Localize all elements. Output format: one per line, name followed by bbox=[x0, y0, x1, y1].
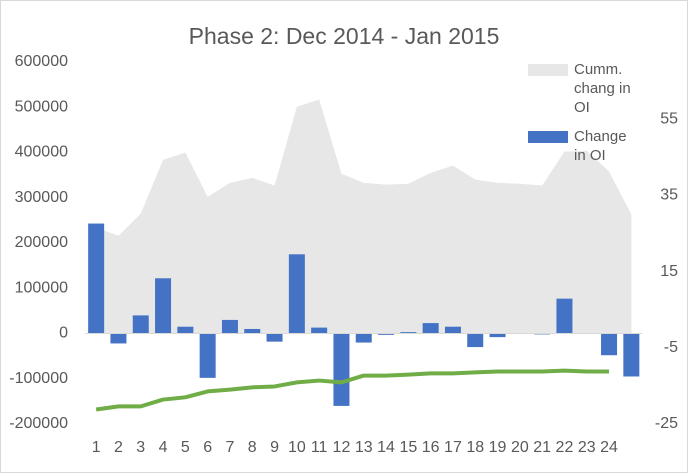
x-tick-label: 16 bbox=[422, 439, 440, 456]
bar bbox=[155, 278, 172, 334]
bar bbox=[355, 333, 372, 343]
bar bbox=[132, 315, 149, 334]
y2-tick-label: -25 bbox=[655, 415, 678, 432]
y2-tick-label: 55 bbox=[660, 110, 678, 127]
x-tick-label: 19 bbox=[489, 439, 507, 456]
y-tick-label: 500000 bbox=[15, 98, 68, 115]
x-tick-label: 13 bbox=[355, 439, 373, 456]
y-tick-label: 100000 bbox=[15, 279, 68, 296]
x-tick-label: 22 bbox=[556, 439, 574, 456]
bar bbox=[88, 223, 105, 334]
x-tick-label: 20 bbox=[511, 439, 529, 456]
y-tick-label: 300000 bbox=[15, 189, 68, 206]
bar bbox=[311, 327, 328, 334]
bar bbox=[601, 333, 618, 356]
chart-title: Phase 2: Dec 2014 - Jan 2015 bbox=[189, 23, 500, 49]
bar bbox=[333, 333, 350, 406]
legend-swatch bbox=[528, 131, 568, 143]
area bbox=[96, 99, 632, 334]
x-tick-label: 7 bbox=[225, 439, 234, 456]
x-tick-label: 15 bbox=[399, 439, 417, 456]
y-tick-label: -100000 bbox=[9, 370, 68, 387]
legend-swatch bbox=[528, 64, 568, 76]
bar bbox=[422, 323, 439, 334]
bar bbox=[378, 333, 395, 335]
bar bbox=[288, 254, 305, 334]
bar bbox=[444, 326, 461, 334]
bar bbox=[199, 333, 216, 378]
line bbox=[95, 368, 610, 412]
legend: Cumm. chang in OI Change in OI bbox=[528, 60, 640, 175]
x-tick-label: 14 bbox=[377, 439, 395, 456]
y-tick-label: 600000 bbox=[15, 53, 68, 70]
legend-label: Change in OI bbox=[574, 128, 627, 164]
y-tick-label: -200000 bbox=[9, 415, 68, 432]
y2-tick-label: 15 bbox=[660, 263, 678, 280]
legend-label: Cumm. chang in OI bbox=[574, 61, 631, 116]
x-tick-label: 17 bbox=[444, 439, 462, 456]
bar bbox=[177, 326, 194, 334]
bar bbox=[221, 319, 238, 334]
x-tick-label: 3 bbox=[136, 439, 145, 456]
legend-item: Change in OI bbox=[528, 127, 640, 165]
bar bbox=[467, 333, 484, 348]
x-tick-label: 2 bbox=[114, 439, 123, 456]
x-tick-label: 8 bbox=[248, 439, 257, 456]
x-tick-label: 23 bbox=[578, 439, 596, 456]
bar bbox=[556, 298, 573, 334]
x-tick-label: 24 bbox=[600, 439, 618, 456]
bar bbox=[400, 332, 417, 334]
legend-item: Cumm. chang in OI bbox=[528, 60, 640, 117]
x-tick-label: 12 bbox=[333, 439, 351, 456]
x-tick-label: 5 bbox=[181, 439, 190, 456]
bar bbox=[110, 333, 127, 344]
x-tick-label: 9 bbox=[270, 439, 279, 456]
x-tick-label: 1 bbox=[92, 439, 101, 456]
bar bbox=[489, 333, 506, 338]
y2-tick-label: -5 bbox=[664, 339, 678, 356]
x-tick-label: 11 bbox=[311, 439, 328, 456]
bar bbox=[266, 333, 283, 342]
y2-tick-label: 35 bbox=[660, 187, 678, 204]
y-tick-label: 0 bbox=[59, 325, 68, 342]
y-tick-label: 400000 bbox=[15, 144, 68, 161]
x-tick-label: 4 bbox=[159, 439, 168, 456]
bar bbox=[623, 333, 640, 377]
bar bbox=[244, 328, 261, 334]
x-tick-label: 21 bbox=[533, 439, 551, 456]
x-tick-label: 18 bbox=[466, 439, 484, 456]
x-tick-label: 10 bbox=[288, 439, 306, 456]
x-tick-label: 6 bbox=[203, 439, 212, 456]
y-tick-label: 200000 bbox=[15, 234, 68, 251]
